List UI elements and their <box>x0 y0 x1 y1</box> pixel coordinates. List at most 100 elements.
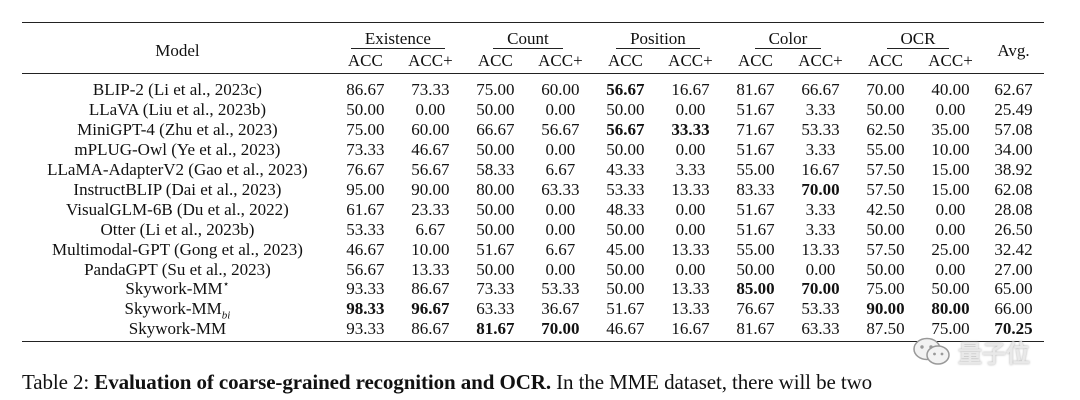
model-name-cell: Skywork-MM⋆ <box>22 279 333 299</box>
table-body: BLIP-2 (Li et al., 2023c) 86.67 73.33 75.00… <box>22 74 1044 342</box>
value-cell: 96.67 <box>411 299 450 319</box>
value-cell: 60.00 <box>541 79 580 99</box>
value-cell: 51.67 <box>476 239 515 259</box>
group-header-position: Position <box>592 22 723 51</box>
table-row: LLaVA (Liu et al., 2023b) 50.00 0.00 50.00 0… <box>22 100 1044 120</box>
value-cell: 0.00 <box>545 219 576 239</box>
model-subscript: bi <box>221 309 231 322</box>
avg-cell: 32.42 <box>994 239 1033 259</box>
value-cell: 3.33 <box>805 100 836 120</box>
table-caption: Table 2: Evaluation of coarse-grained re… <box>22 370 872 395</box>
value-cell: 13.33 <box>411 259 450 279</box>
model-name: LLaVA (Liu et al., 2023b) <box>88 100 267 120</box>
sub-header-acc: ACC <box>332 51 398 74</box>
value-cell: 0.00 <box>545 259 576 279</box>
group-header-label: Count <box>493 30 563 49</box>
value-cell: 0.00 <box>935 199 966 219</box>
value-cell: 0.00 <box>805 259 836 279</box>
avg-cell: 25.49 <box>994 100 1033 120</box>
value-cell: 53.33 <box>801 299 840 319</box>
value-cell: 0.00 <box>675 199 706 219</box>
avg-cell: 66.00 <box>994 299 1033 319</box>
model-superscript: ⋆ <box>222 278 230 291</box>
value-cell: 83.33 <box>736 180 775 199</box>
table-row: Skywork-MM⋆ 93.33 86.67 73.33 53.33 50.00 13.3… <box>22 279 1044 299</box>
sub-header-acc: ACC <box>722 51 788 74</box>
value-cell: 36.67 <box>541 299 580 319</box>
value-cell: 40.00 <box>931 79 970 99</box>
table-row: Skywork-MM 93.33 86.67 81.67 70.00 46.67 16.67… <box>22 318 1044 342</box>
value-cell: 80.00 <box>931 299 970 319</box>
model-name-cell: Multimodal-GPT (Gong et al., 2023) <box>22 239 333 259</box>
table-row: BLIP-2 (Li et al., 2023c) 86.67 73.33 75.00… <box>22 74 1044 101</box>
value-cell: 16.67 <box>671 79 710 99</box>
wechat-icon <box>912 336 952 368</box>
value-cell: 71.67 <box>736 120 775 140</box>
value-cell: 42.50 <box>866 199 905 219</box>
model-name: InstructBLIP (Dai et al., 2023) <box>73 180 282 199</box>
value-cell: 50.00 <box>476 219 515 239</box>
value-cell: 0.00 <box>675 259 706 279</box>
value-cell: 58.33 <box>476 160 515 180</box>
model-name-cell: MiniGPT-4 (Zhu et al., 2023) <box>22 120 333 140</box>
sub-header-acc: ACC <box>592 51 658 74</box>
value-cell: 50.00 <box>476 140 515 160</box>
value-cell: 85.00 <box>736 279 775 299</box>
value-cell: 90.00 <box>866 299 905 319</box>
value-cell: 46.67 <box>346 239 385 259</box>
value-cell: 63.33 <box>787 318 853 342</box>
value-cell: 13.33 <box>671 279 710 299</box>
table-row: VisualGLM-6B (Du et al., 2022) 61.67 23.33… <box>22 199 1044 219</box>
value-cell: 55.00 <box>736 160 775 180</box>
value-cell: 87.50 <box>852 318 918 342</box>
value-cell: 50.00 <box>346 100 385 120</box>
value-cell: 0.00 <box>415 100 446 120</box>
value-cell: 50.00 <box>606 259 645 279</box>
model-name: mPLUG-Owl (Ye et al., 2023) <box>74 140 281 160</box>
model-name-cell: PandaGPT (Su et al., 2023) <box>22 259 333 279</box>
value-cell: 10.00 <box>931 140 970 160</box>
value-cell: 46.67 <box>411 140 450 160</box>
value-cell: 57.50 <box>866 160 905 180</box>
value-cell: 50.00 <box>476 259 515 279</box>
value-cell: 81.67 <box>722 318 788 342</box>
avg-cell: 62.67 <box>994 79 1033 99</box>
caption-prefix: Table 2: <box>22 370 95 394</box>
sub-header-acc-plus: ACC+ <box>527 51 593 74</box>
header-sub-row: ACC ACC+ ACC ACC+ ACC ACC+ ACC ACC+ ACC … <box>22 51 1044 74</box>
value-cell: 45.00 <box>606 239 645 259</box>
value-cell: 23.33 <box>411 199 450 219</box>
value-cell: 63.33 <box>476 299 515 319</box>
model-name-cell: Skywork-MMbi <box>22 299 333 322</box>
avg-cell: 34.00 <box>994 140 1033 160</box>
model-name: PandaGPT (Su et al., 2023) <box>84 259 271 279</box>
model-name-cell: VisualGLM-6B (Du et al., 2022) <box>22 199 333 219</box>
value-cell: 76.67 <box>346 160 385 180</box>
value-cell: 56.67 <box>606 79 645 99</box>
watermark-text: 量子位 <box>958 340 1030 368</box>
model-name-cell: Otter (Li et al., 2023b) <box>22 219 333 239</box>
value-cell: 73.33 <box>476 279 515 299</box>
value-cell: 0.00 <box>935 219 966 239</box>
value-cell: 50.00 <box>476 199 515 219</box>
group-header-label: Color <box>754 30 822 49</box>
value-cell: 63.33 <box>541 180 580 199</box>
sub-header-acc: ACC <box>852 51 918 74</box>
avg-cell: 65.00 <box>994 279 1033 299</box>
avg-cell: 26.50 <box>994 219 1033 239</box>
model-name: Skywork-MM <box>128 319 227 339</box>
value-cell: 76.67 <box>736 299 775 319</box>
avg-cell: 38.92 <box>994 160 1033 180</box>
value-cell: 6.67 <box>545 239 576 259</box>
model-name-cell: InstructBLIP (Dai et al., 2023) <box>22 180 333 200</box>
value-cell: 13.33 <box>671 239 710 259</box>
group-header-existence: Existence <box>332 22 463 51</box>
value-cell: 56.67 <box>541 120 580 140</box>
model-name-cell: Skywork-MM <box>22 318 333 342</box>
table-row: mPLUG-Owl (Ye et al., 2023) 73.33 46.67 50.… <box>22 140 1044 160</box>
value-cell: 13.33 <box>801 239 840 259</box>
value-cell: 81.67 <box>462 318 528 342</box>
value-cell: 61.67 <box>346 199 385 219</box>
value-cell: 50.00 <box>606 100 645 120</box>
value-cell: 50.00 <box>606 140 645 160</box>
